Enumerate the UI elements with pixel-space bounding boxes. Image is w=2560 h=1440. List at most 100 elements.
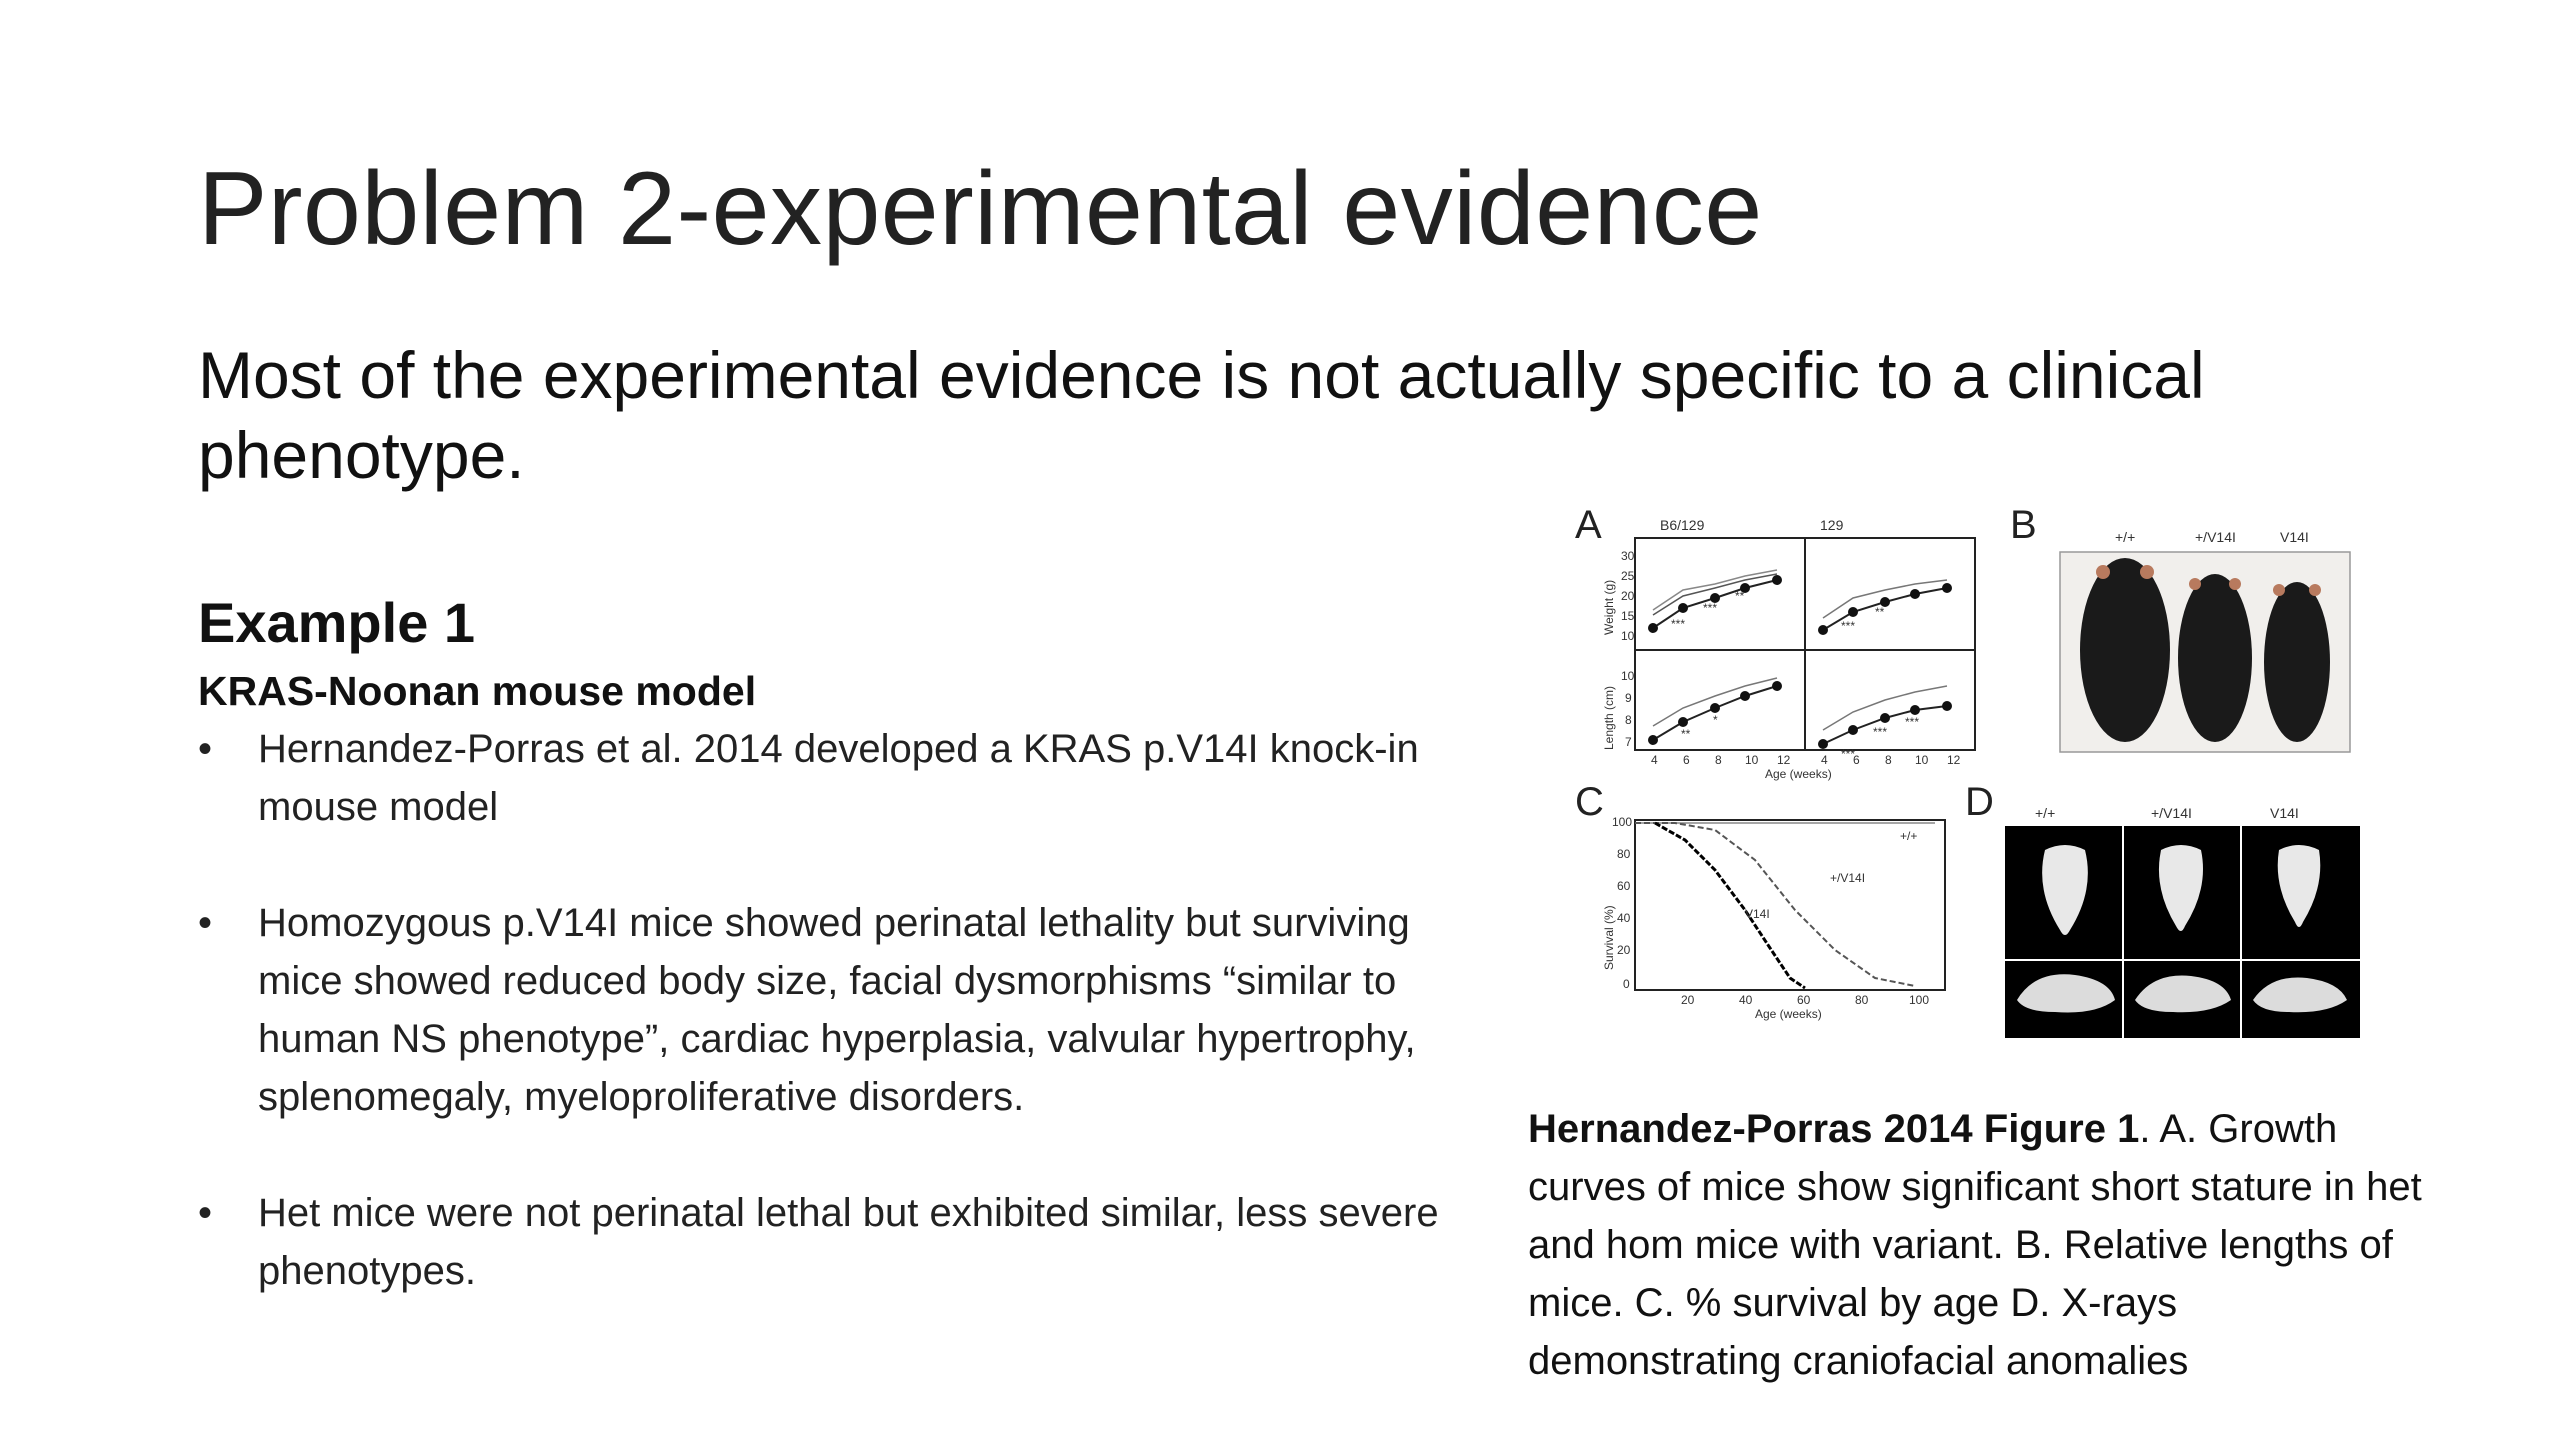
mouse-ear: [2096, 565, 2110, 579]
panel-a-curve-het: [1652, 573, 1778, 616]
panel-a-xtick: 4: [1821, 753, 1828, 767]
panel-c-series-label: +/V14I: [1830, 871, 1865, 885]
panel-b: B +/+ +/V14I V14I: [2010, 503, 2351, 753]
panel-a-ytick: 15: [1621, 609, 1635, 623]
panel-c-ytick: 20: [1617, 943, 1631, 957]
panel-a-point: [1818, 625, 1828, 635]
panel-a-plot-frame: [1634, 537, 1806, 651]
slide-title: Problem 2-experimental evidence: [198, 151, 1763, 267]
panel-a-col1-label: B6/129: [1660, 517, 1705, 533]
slide-subtitle: Most of the experimental evidence is not…: [198, 338, 2205, 492]
panel-a-curve-het: [1822, 579, 1948, 619]
bullet-item: • Het mice were not perinatal lethal but …: [198, 1184, 1458, 1300]
panel-a-sig: **: [1681, 727, 1691, 741]
panel-a-sig: ***: [1671, 617, 1685, 631]
caption-bold: Hernandez-Porras 2014 Figure 1: [1528, 1107, 2140, 1151]
mouse-ear: [2189, 578, 2201, 590]
panel-a-point: [1648, 735, 1658, 745]
model-heading: KRAS-Noonan mouse model: [198, 668, 757, 714]
panel-a-point: [1848, 607, 1858, 617]
mouse-ear: [2309, 584, 2321, 596]
panel-c-ytick: 40: [1617, 911, 1631, 925]
panel-a-xtick: 8: [1885, 753, 1892, 767]
skull-dorsal-icon: [2158, 845, 2203, 931]
caption-text: . A. Growth curves of mice show signific…: [1528, 1107, 2422, 1383]
panel-a-point: [1772, 575, 1782, 585]
bullet-text: Hernandez-Porras et al. 2014 developed a…: [258, 727, 1419, 829]
panel-a-ytick: 10: [1621, 669, 1635, 683]
bullet-dot: •: [198, 901, 213, 945]
panel-a-ytick: 20: [1621, 589, 1635, 603]
panel-c-xtick: 60: [1797, 993, 1811, 1007]
panel-c-xtick: 100: [1909, 993, 1929, 1007]
panel-a-point: [1880, 713, 1890, 723]
panel-a-point: [1740, 583, 1750, 593]
panel-a-point: [1910, 705, 1920, 715]
panel-b-label: +/+: [2115, 529, 2135, 545]
panel-a-xlabel: Age (weeks): [1765, 767, 1832, 781]
panel-b-label: V14I: [2280, 529, 2309, 545]
skull-lateral-icon: [2135, 975, 2231, 1013]
bullet-item: • Hernandez-Porras et al. 2014 developed …: [198, 720, 1458, 836]
panel-c-xtick: 80: [1855, 993, 1869, 1007]
panel-a-sig: ***: [1703, 601, 1717, 615]
panel-a-xtick: 10: [1745, 753, 1759, 767]
figure-1: A B6/129 129 Weight (g) Length (cm) 30 2…: [1575, 503, 2360, 1038]
mouse-hom: [2264, 582, 2330, 742]
panel-a-point: [1848, 725, 1858, 735]
panel-a-col2-label: 129: [1820, 517, 1844, 533]
skull-dorsal-icon: [2277, 845, 2321, 927]
panel-a-point: [1818, 739, 1828, 749]
panel-a-xtick: 4: [1651, 753, 1658, 767]
panel-a-point: [1710, 593, 1720, 603]
panel-a-point: [1942, 583, 1952, 593]
panel-a-plot-frame: [1804, 649, 1976, 751]
panel-a-xtick: 12: [1947, 753, 1961, 767]
panel-d-label: V14I: [2270, 805, 2299, 821]
panel-c-xtick: 20: [1681, 993, 1695, 1007]
panel-a-ytick: 25: [1621, 569, 1635, 583]
mouse-wt: [2080, 558, 2170, 742]
panel-a-xtick: 8: [1715, 753, 1722, 767]
figure-caption: Hernandez-Porras 2014 Figure 1. A. Growt…: [1528, 1100, 2428, 1390]
panel-a-sig: ***: [1905, 715, 1919, 729]
panel-c-ytick: 100: [1612, 815, 1632, 829]
panel-a-sig: ***: [1841, 747, 1855, 761]
panel-a-point: [1880, 597, 1890, 607]
panel-a-point: [1710, 703, 1720, 713]
panel-a-curve-het: [1652, 677, 1778, 727]
panel-c-plot-frame: [1634, 819, 1946, 991]
panel-a-sig: **: [1875, 605, 1885, 619]
skull-lateral-icon: [2017, 974, 2115, 1013]
panel-c-series-label: +/+: [1900, 829, 1917, 843]
panel-a-xtick: 6: [1683, 753, 1690, 767]
panel-a-curve-wt: [1652, 569, 1778, 611]
panel-c-curve-het: [1635, 822, 1916, 987]
bullet-list: • Hernandez-Porras et al. 2014 developed …: [198, 720, 1458, 1358]
panel-a-sig: ***: [1873, 725, 1887, 739]
panel-c-ylabel: Survival (%): [1602, 905, 1616, 970]
panel-b-label: +/V14I: [2195, 529, 2236, 545]
panel-c-ytick: 60: [1617, 879, 1631, 893]
skull-dorsal-icon: [2042, 845, 2088, 935]
panel-d-label: +/+: [2035, 805, 2055, 821]
mouse-ear: [2229, 578, 2241, 590]
panel-a-ytick: 8: [1625, 713, 1632, 727]
panel-a-curve-het: [1822, 685, 1948, 731]
panel-d-label: +/V14I: [2151, 805, 2192, 821]
bullet-dot: •: [198, 1191, 213, 1235]
panel-a-ylabel-bottom: Length (cm): [1602, 686, 1616, 750]
panel-a-sig: **: [1735, 589, 1745, 603]
panel-a: A B6/129 129 Weight (g) Length (cm) 30 2…: [1575, 503, 1976, 781]
bullet-dot: •: [198, 727, 213, 771]
panel-a-point: [1648, 623, 1658, 633]
panel-c-curve-hom: [1654, 821, 1806, 990]
panel-a-plot-frame: [1804, 537, 1976, 651]
panel-a-ylabel-top: Weight (g): [1602, 580, 1616, 635]
panel-c-series-label: V14I: [1745, 907, 1770, 921]
panel-c-xtick: 40: [1739, 993, 1753, 1007]
panel-a-point: [1740, 691, 1750, 701]
panel-d-letter: D: [1965, 780, 1994, 824]
panel-a-xtick: 12: [1777, 753, 1791, 767]
bullet-text: Homozygous p.V14I mice showed perinatal …: [258, 901, 1416, 1119]
